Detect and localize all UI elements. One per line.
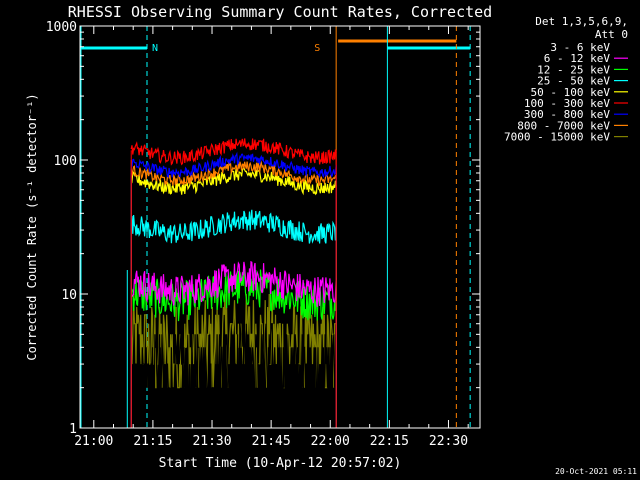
legend-label: 25 - 50 keV	[537, 75, 610, 88]
y-tick-label: 1	[69, 422, 77, 437]
series-3-6keV	[131, 323, 337, 429]
x-tick-label: 21:15	[133, 434, 172, 449]
plot-frame	[79, 25, 481, 429]
axes: 1 10 100 1000 21:00 21:15 21:30 21:45 22:00 22:15…	[46, 20, 481, 449]
legend-label: 100 - 300 keV	[524, 97, 610, 110]
series-line	[130, 166, 337, 196]
legend-label: 6 - 12 keV	[544, 52, 611, 65]
series-line	[130, 268, 337, 322]
x-tick-label: 21:00	[74, 434, 113, 449]
legend-label: 800 - 7000 keV	[517, 119, 610, 132]
series-line	[130, 151, 337, 179]
series-line	[131, 323, 337, 429]
y-axis-label: Corrected Count Rate (s⁻¹ detector⁻¹)	[25, 93, 39, 360]
chart-title: RHESSI Observing Summary Count Rates, Co…	[68, 3, 492, 21]
series-100-300keV	[130, 138, 337, 428]
x-tick-label: 21:30	[192, 434, 231, 449]
legend-label: 300 - 800 keV	[524, 108, 610, 121]
series-line	[130, 160, 337, 187]
y-tick-label: 10	[61, 288, 77, 303]
annotation-n: N	[152, 43, 158, 54]
legend-label: 12 - 25 keV	[537, 63, 610, 76]
x-tick-label: 22:00	[311, 434, 350, 449]
x-axis-label: Start Time (10-Apr-12 20:57:02)	[159, 456, 402, 471]
legend-label: 3 - 6 keV	[550, 41, 610, 54]
y-tick-label: 100	[54, 154, 77, 169]
annotation-s: S	[314, 43, 320, 54]
series-line	[131, 260, 337, 307]
legend-label: 50 - 100 keV	[531, 86, 611, 99]
y-tick-label: 1000	[46, 20, 77, 35]
x-tick-label: 21:45	[252, 434, 291, 449]
x-tick-label: 22:30	[429, 434, 468, 449]
legend-header-line2: Att 0	[595, 28, 628, 41]
series-line	[130, 138, 337, 166]
legend-header-line1: Det 1,3,5,6,9,	[535, 15, 628, 28]
series-line	[130, 209, 337, 244]
legend-label: 7000 - 15000 keV	[504, 131, 610, 144]
footer-timestamp: 20-Oct-2021 05:11	[555, 467, 637, 476]
x-tick-label: 22:15	[370, 434, 409, 449]
